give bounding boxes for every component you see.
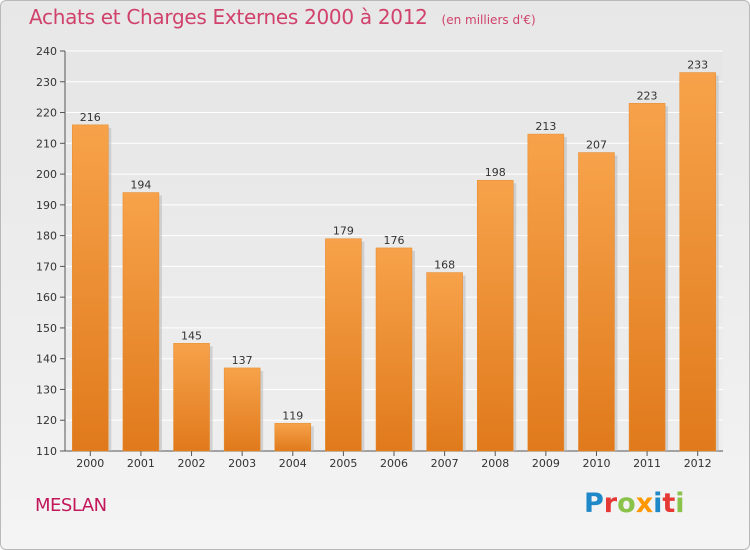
chart-title: Achats et Charges Externes 2000 à 2012 bbox=[29, 5, 428, 29]
y-tick-label: 230 bbox=[36, 76, 57, 89]
y-tick-label: 210 bbox=[36, 137, 57, 150]
bar-2004[interactable] bbox=[274, 423, 312, 452]
data-label: 168 bbox=[434, 259, 455, 272]
logo-letter: x bbox=[635, 488, 654, 519]
bar-2011[interactable] bbox=[628, 103, 666, 452]
data-label: 198 bbox=[485, 166, 506, 179]
data-label: 145 bbox=[181, 329, 202, 342]
y-tick-label: 120 bbox=[36, 414, 57, 427]
data-label: 119 bbox=[282, 409, 303, 422]
bar-2000[interactable] bbox=[72, 124, 109, 452]
logo-letter: t bbox=[662, 488, 676, 519]
y-tick-label: 190 bbox=[36, 199, 57, 212]
x-tick-label: 2008 bbox=[481, 457, 509, 470]
logo-letter: i bbox=[675, 488, 685, 519]
logo-letter: o bbox=[617, 488, 636, 519]
data-label: 207 bbox=[586, 139, 607, 152]
bar-2003[interactable] bbox=[223, 367, 261, 452]
x-tick-label: 2000 bbox=[76, 457, 104, 470]
chart-subtitle: (en milliers d'€) bbox=[441, 13, 536, 27]
data-label: 213 bbox=[535, 120, 556, 133]
commune-name: MESLAN bbox=[35, 495, 107, 516]
x-tick-label: 2011 bbox=[633, 457, 661, 470]
x-tick-label: 2012 bbox=[684, 457, 712, 470]
y-tick-label: 240 bbox=[36, 45, 57, 58]
x-tick-label: 2002 bbox=[178, 457, 206, 470]
y-tick-label: 200 bbox=[36, 168, 57, 181]
bar-2001[interactable] bbox=[122, 192, 160, 452]
x-tick-label: 2010 bbox=[582, 457, 610, 470]
logo-letter: i bbox=[653, 488, 663, 519]
bar-2002[interactable] bbox=[173, 343, 210, 452]
bar-2006[interactable] bbox=[375, 247, 413, 452]
y-tick-label: 130 bbox=[36, 383, 57, 396]
logo-letter: r bbox=[603, 488, 618, 519]
x-tick-label: 2004 bbox=[279, 457, 307, 470]
data-label: 233 bbox=[687, 59, 708, 72]
y-tick-label: 140 bbox=[36, 353, 57, 366]
bar-2009[interactable] bbox=[527, 133, 565, 452]
logo-letter: P bbox=[584, 488, 604, 519]
y-tick-label: 220 bbox=[36, 107, 57, 120]
data-label: 179 bbox=[333, 225, 354, 238]
title-row: Achats et Charges Externes 2000 à 2012 (… bbox=[29, 5, 536, 29]
x-tick-label: 2005 bbox=[329, 457, 357, 470]
bar-2007[interactable] bbox=[426, 272, 463, 452]
x-tick-label: 2003 bbox=[228, 457, 256, 470]
y-tick-label: 160 bbox=[36, 291, 57, 304]
x-tick-label: 2009 bbox=[532, 457, 560, 470]
bar-2010[interactable] bbox=[578, 152, 615, 452]
data-label: 194 bbox=[130, 179, 151, 192]
data-label: 216 bbox=[80, 111, 101, 124]
y-tick-label: 150 bbox=[36, 322, 57, 335]
x-tick-label: 2006 bbox=[380, 457, 408, 470]
data-label: 137 bbox=[232, 354, 253, 367]
data-label: 223 bbox=[637, 89, 658, 102]
x-tick-label: 2007 bbox=[431, 457, 459, 470]
x-tick-label: 2001 bbox=[127, 457, 155, 470]
data-label: 176 bbox=[384, 234, 405, 247]
bar-2012[interactable] bbox=[679, 72, 716, 452]
proxiti-logo[interactable]: Proxiti bbox=[584, 488, 685, 519]
y-tick-label: 110 bbox=[36, 445, 57, 458]
bar-2005[interactable] bbox=[325, 238, 362, 452]
y-tick-label: 180 bbox=[36, 230, 57, 243]
bar-2008[interactable] bbox=[476, 179, 514, 452]
y-tick-label: 170 bbox=[36, 260, 57, 273]
